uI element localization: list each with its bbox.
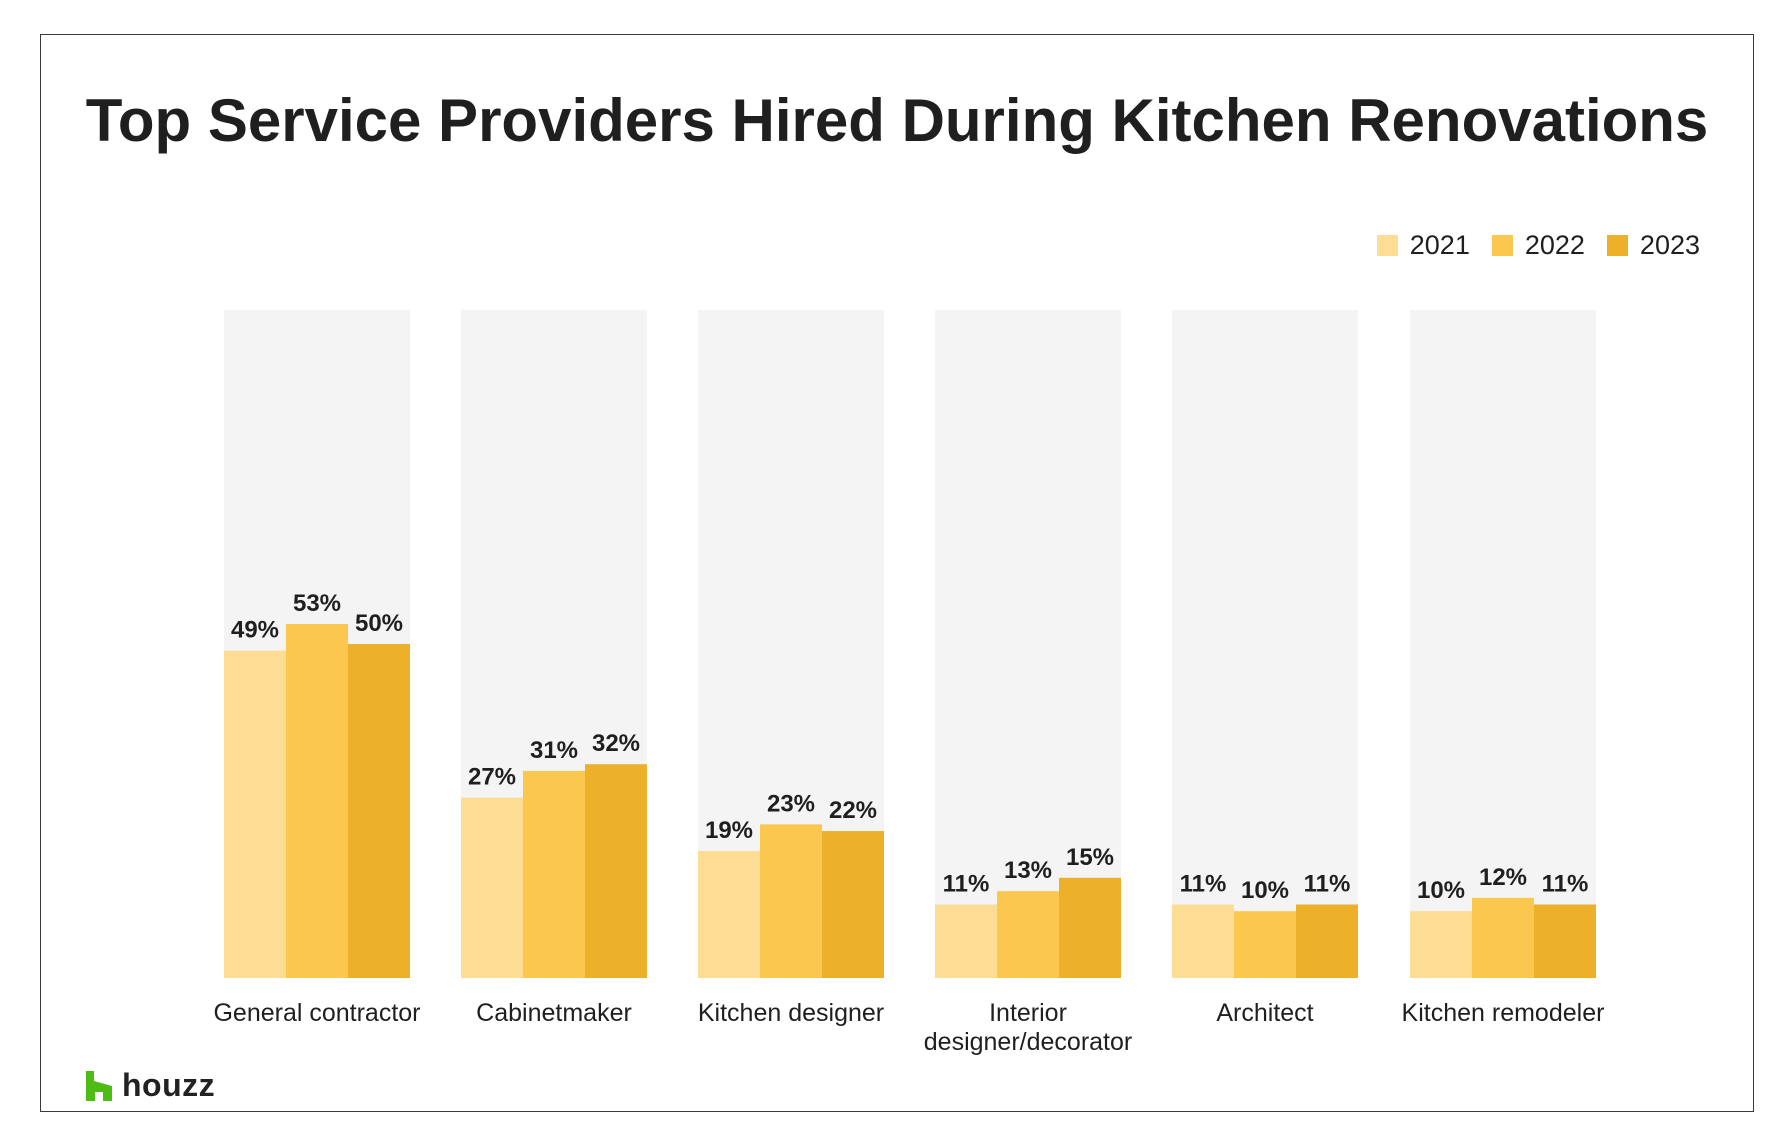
bar-interior-designer-decorator-2023: [1059, 877, 1121, 978]
legend-item-2022: 2022: [1491, 230, 1585, 261]
value-label-cabinetmaker-2022: 31%: [530, 737, 578, 764]
brand-logo: houzz: [86, 1067, 215, 1104]
value-label-general-contractor-2023: 50%: [355, 610, 403, 637]
bar-group-general-contractor: 49% 53% 50% General contractor: [213, 310, 421, 1027]
bar-kitchen-remodeler-2021: [1410, 911, 1472, 978]
category-label-interior-designer-decorator-line-1: Interior: [989, 999, 1067, 1027]
chart-legend: 2021 2022 2023: [1376, 230, 1700, 261]
bar-kitchen-remodeler-2022: [1472, 897, 1534, 978]
value-label-kitchen-remodeler-2022: 12%: [1479, 864, 1527, 891]
value-label-architect-2022: 10%: [1241, 877, 1289, 904]
bar-group-kitchen-designer: 19% 23% 22% Kitchen designer: [698, 310, 884, 1027]
legend-swatch-2021: [1376, 235, 1398, 256]
bar-kitchen-designer-2022: [760, 824, 822, 978]
legend-label-2021: 2021: [1409, 230, 1470, 260]
value-label-kitchen-remodeler-2023: 11%: [1542, 871, 1589, 898]
value-label-kitchen-designer-2022: 23%: [767, 790, 815, 817]
houzz-logo-icon: [86, 1070, 112, 1101]
bar-architect-2022: [1234, 911, 1296, 978]
bar-cabinetmaker-2021: [461, 797, 523, 978]
bar-kitchen-remodeler-2023: [1534, 904, 1596, 978]
bar-general-contractor-2022: [286, 623, 348, 978]
value-label-cabinetmaker-2023: 32%: [592, 730, 640, 757]
bar-cabinetmaker-2022: [523, 770, 585, 978]
legend-item-2021: 2021: [1376, 230, 1470, 261]
value-label-cabinetmaker-2021: 27%: [468, 764, 516, 791]
category-label-cabinetmaker: Cabinetmaker: [476, 999, 632, 1027]
category-label-architect: Architect: [1216, 999, 1313, 1027]
category-label-interior-designer-decorator-line-2: designer/decorator: [924, 1028, 1132, 1056]
bar-cabinetmaker-2023: [585, 764, 647, 978]
legend-swatch-2023: [1606, 235, 1628, 256]
value-label-architect-2021: 11%: [1180, 871, 1227, 898]
category-label-general-contractor: General contractor: [213, 999, 420, 1027]
legend-label-2022: 2022: [1524, 230, 1585, 260]
bar-group-kitchen-remodeler: 10% 12% 11% Kitchen remodeler: [1402, 310, 1605, 1027]
value-label-interior-designer-decorator-2021: 11%: [943, 871, 990, 898]
bar-architect-2021: [1172, 904, 1234, 978]
bar-group-cabinetmaker: 27% 31% 32% Cabinetmaker: [461, 310, 647, 1027]
value-label-interior-designer-decorator-2022: 13%: [1004, 857, 1052, 884]
category-label-kitchen-remodeler: Kitchen remodeler: [1402, 999, 1605, 1027]
value-label-general-contractor-2021: 49%: [231, 617, 279, 644]
value-label-general-contractor-2022: 53%: [293, 590, 341, 617]
bar-background: [1410, 310, 1596, 978]
brand-name: houzz: [122, 1067, 216, 1103]
bar-background: [1172, 310, 1358, 978]
bar-architect-2023: [1296, 904, 1358, 978]
category-label-kitchen-designer: Kitchen designer: [698, 999, 884, 1027]
bar-group-architect: 11% 10% 11% Architect: [1172, 310, 1358, 1027]
value-label-kitchen-designer-2023: 22%: [829, 797, 877, 824]
legend-swatch-2022: [1491, 235, 1513, 256]
value-label-kitchen-designer-2021: 19%: [705, 817, 753, 844]
value-label-kitchen-remodeler-2021: 10%: [1417, 877, 1465, 904]
bar-kitchen-designer-2023: [822, 831, 884, 978]
bar-interior-designer-decorator-2022: [997, 891, 1059, 978]
bar-general-contractor-2021: [224, 650, 286, 978]
bar-interior-designer-decorator-2021: [935, 904, 997, 978]
value-label-architect-2023: 11%: [1304, 871, 1351, 898]
bar-general-contractor-2023: [348, 644, 410, 978]
bar-kitchen-designer-2021: [698, 851, 760, 978]
value-label-interior-designer-decorator-2023: 15%: [1066, 844, 1114, 871]
legend-label-2023: 2023: [1639, 230, 1700, 260]
bar-background: [935, 310, 1121, 978]
chart-title: Top Service Providers Hired During Kitch…: [85, 87, 1709, 154]
legend-item-2023: 2023: [1606, 230, 1700, 261]
